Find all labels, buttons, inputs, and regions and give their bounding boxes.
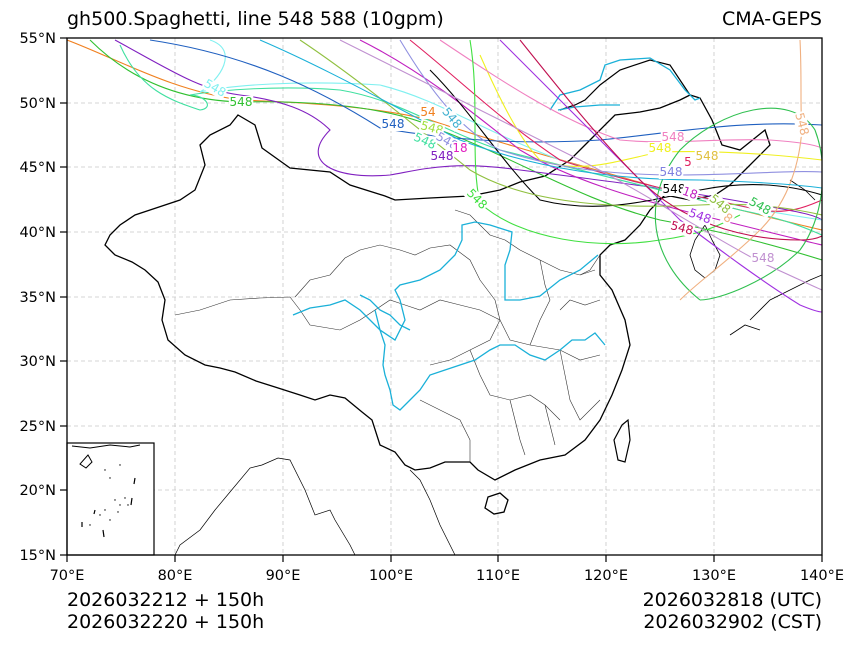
y-axis-labels: 55°N 50°N 45°N 40°N 35°N 30°N 25°N 20°N … xyxy=(19,31,56,564)
contour-line xyxy=(359,39,822,246)
contour-line xyxy=(499,39,822,313)
contour-label: 548 xyxy=(663,182,686,196)
axis-ticks xyxy=(60,37,823,562)
svg-text:130°E: 130°E xyxy=(692,568,736,584)
svg-text:50°N: 50°N xyxy=(19,96,56,112)
contour-label: 548 xyxy=(792,111,811,137)
svg-text:100°E: 100°E xyxy=(369,568,413,584)
svg-text:70°E: 70°E xyxy=(50,568,85,584)
contour-line xyxy=(339,39,822,291)
contour-label: 18 xyxy=(452,141,467,155)
svg-text:120°E: 120°E xyxy=(584,568,628,584)
contour-label: 18 xyxy=(680,184,699,202)
northeast-coast xyxy=(559,59,691,111)
china-border xyxy=(104,94,771,481)
svg-text:30°N: 30°N xyxy=(19,354,56,370)
contour-line xyxy=(114,39,822,221)
taiwan-island xyxy=(613,418,631,463)
svg-text:110°E: 110°E xyxy=(476,568,520,584)
contour-label: 548 xyxy=(669,218,695,237)
contour-label: 548 xyxy=(230,95,253,109)
contour-line xyxy=(519,39,822,241)
model-source-label: CMA-GEPS xyxy=(721,8,822,30)
contour-line xyxy=(679,39,803,301)
province-borders xyxy=(174,209,601,462)
svg-text:45°N: 45°N xyxy=(19,160,56,176)
south-asia-coast xyxy=(174,457,456,555)
init-time-2: 2026032220 + 150h xyxy=(67,611,265,633)
contour-line xyxy=(149,39,822,143)
contour-label: 548 xyxy=(202,76,229,100)
contour-label: 548 xyxy=(649,141,672,155)
hainan-island xyxy=(484,492,509,515)
contour-label: 548 xyxy=(696,149,719,163)
svg-text:25°N: 25°N xyxy=(19,419,56,435)
rivers xyxy=(292,57,701,411)
contour-line xyxy=(259,39,822,189)
japan-coast xyxy=(729,179,822,336)
svg-text:40°N: 40°N xyxy=(19,225,56,241)
svg-text:55°N: 55°N xyxy=(19,31,56,47)
contour-line xyxy=(399,39,822,176)
contour-line xyxy=(479,54,822,167)
contour-line xyxy=(409,39,822,212)
contour-label: 548 xyxy=(382,117,405,131)
contour-label: 548 xyxy=(431,149,454,163)
valid-time-cst: 2026032902 (CST) xyxy=(643,611,822,633)
contour-label: 548 xyxy=(752,251,775,265)
contour-label: 548 xyxy=(662,130,685,144)
contour-label: 548 xyxy=(660,165,683,179)
init-time-block: 2026032212 + 150h 2026032220 + 150h xyxy=(67,589,264,633)
contour-line xyxy=(469,39,741,245)
contour-line xyxy=(199,39,822,221)
svg-text:80°E: 80°E xyxy=(158,568,193,584)
contour-label: 5 xyxy=(684,155,692,169)
contour-line xyxy=(439,39,822,149)
contour-lines xyxy=(67,39,822,313)
valid-time-block: 2026032818 (UTC) 2026032902 (CST) xyxy=(643,589,822,633)
valid-time-utc: 2026032818 (UTC) xyxy=(642,589,822,611)
chart-title: gh500.Spaghetti, line 548 588 (10gpm) xyxy=(67,8,444,30)
init-time-1: 2026032212 + 150h xyxy=(67,589,265,611)
x-axis-labels: 70°E 80°E 90°E 100°E 110°E 120°E 130°E 1… xyxy=(50,568,844,584)
contour-label: 54 xyxy=(420,105,435,119)
south-china-sea-inset xyxy=(66,442,155,556)
svg-text:90°E: 90°E xyxy=(266,568,301,584)
svg-text:140°E: 140°E xyxy=(800,568,844,584)
svg-text:35°N: 35°N xyxy=(19,290,56,306)
svg-text:15°N: 15°N xyxy=(19,548,56,564)
svg-text:20°N: 20°N xyxy=(19,483,56,499)
